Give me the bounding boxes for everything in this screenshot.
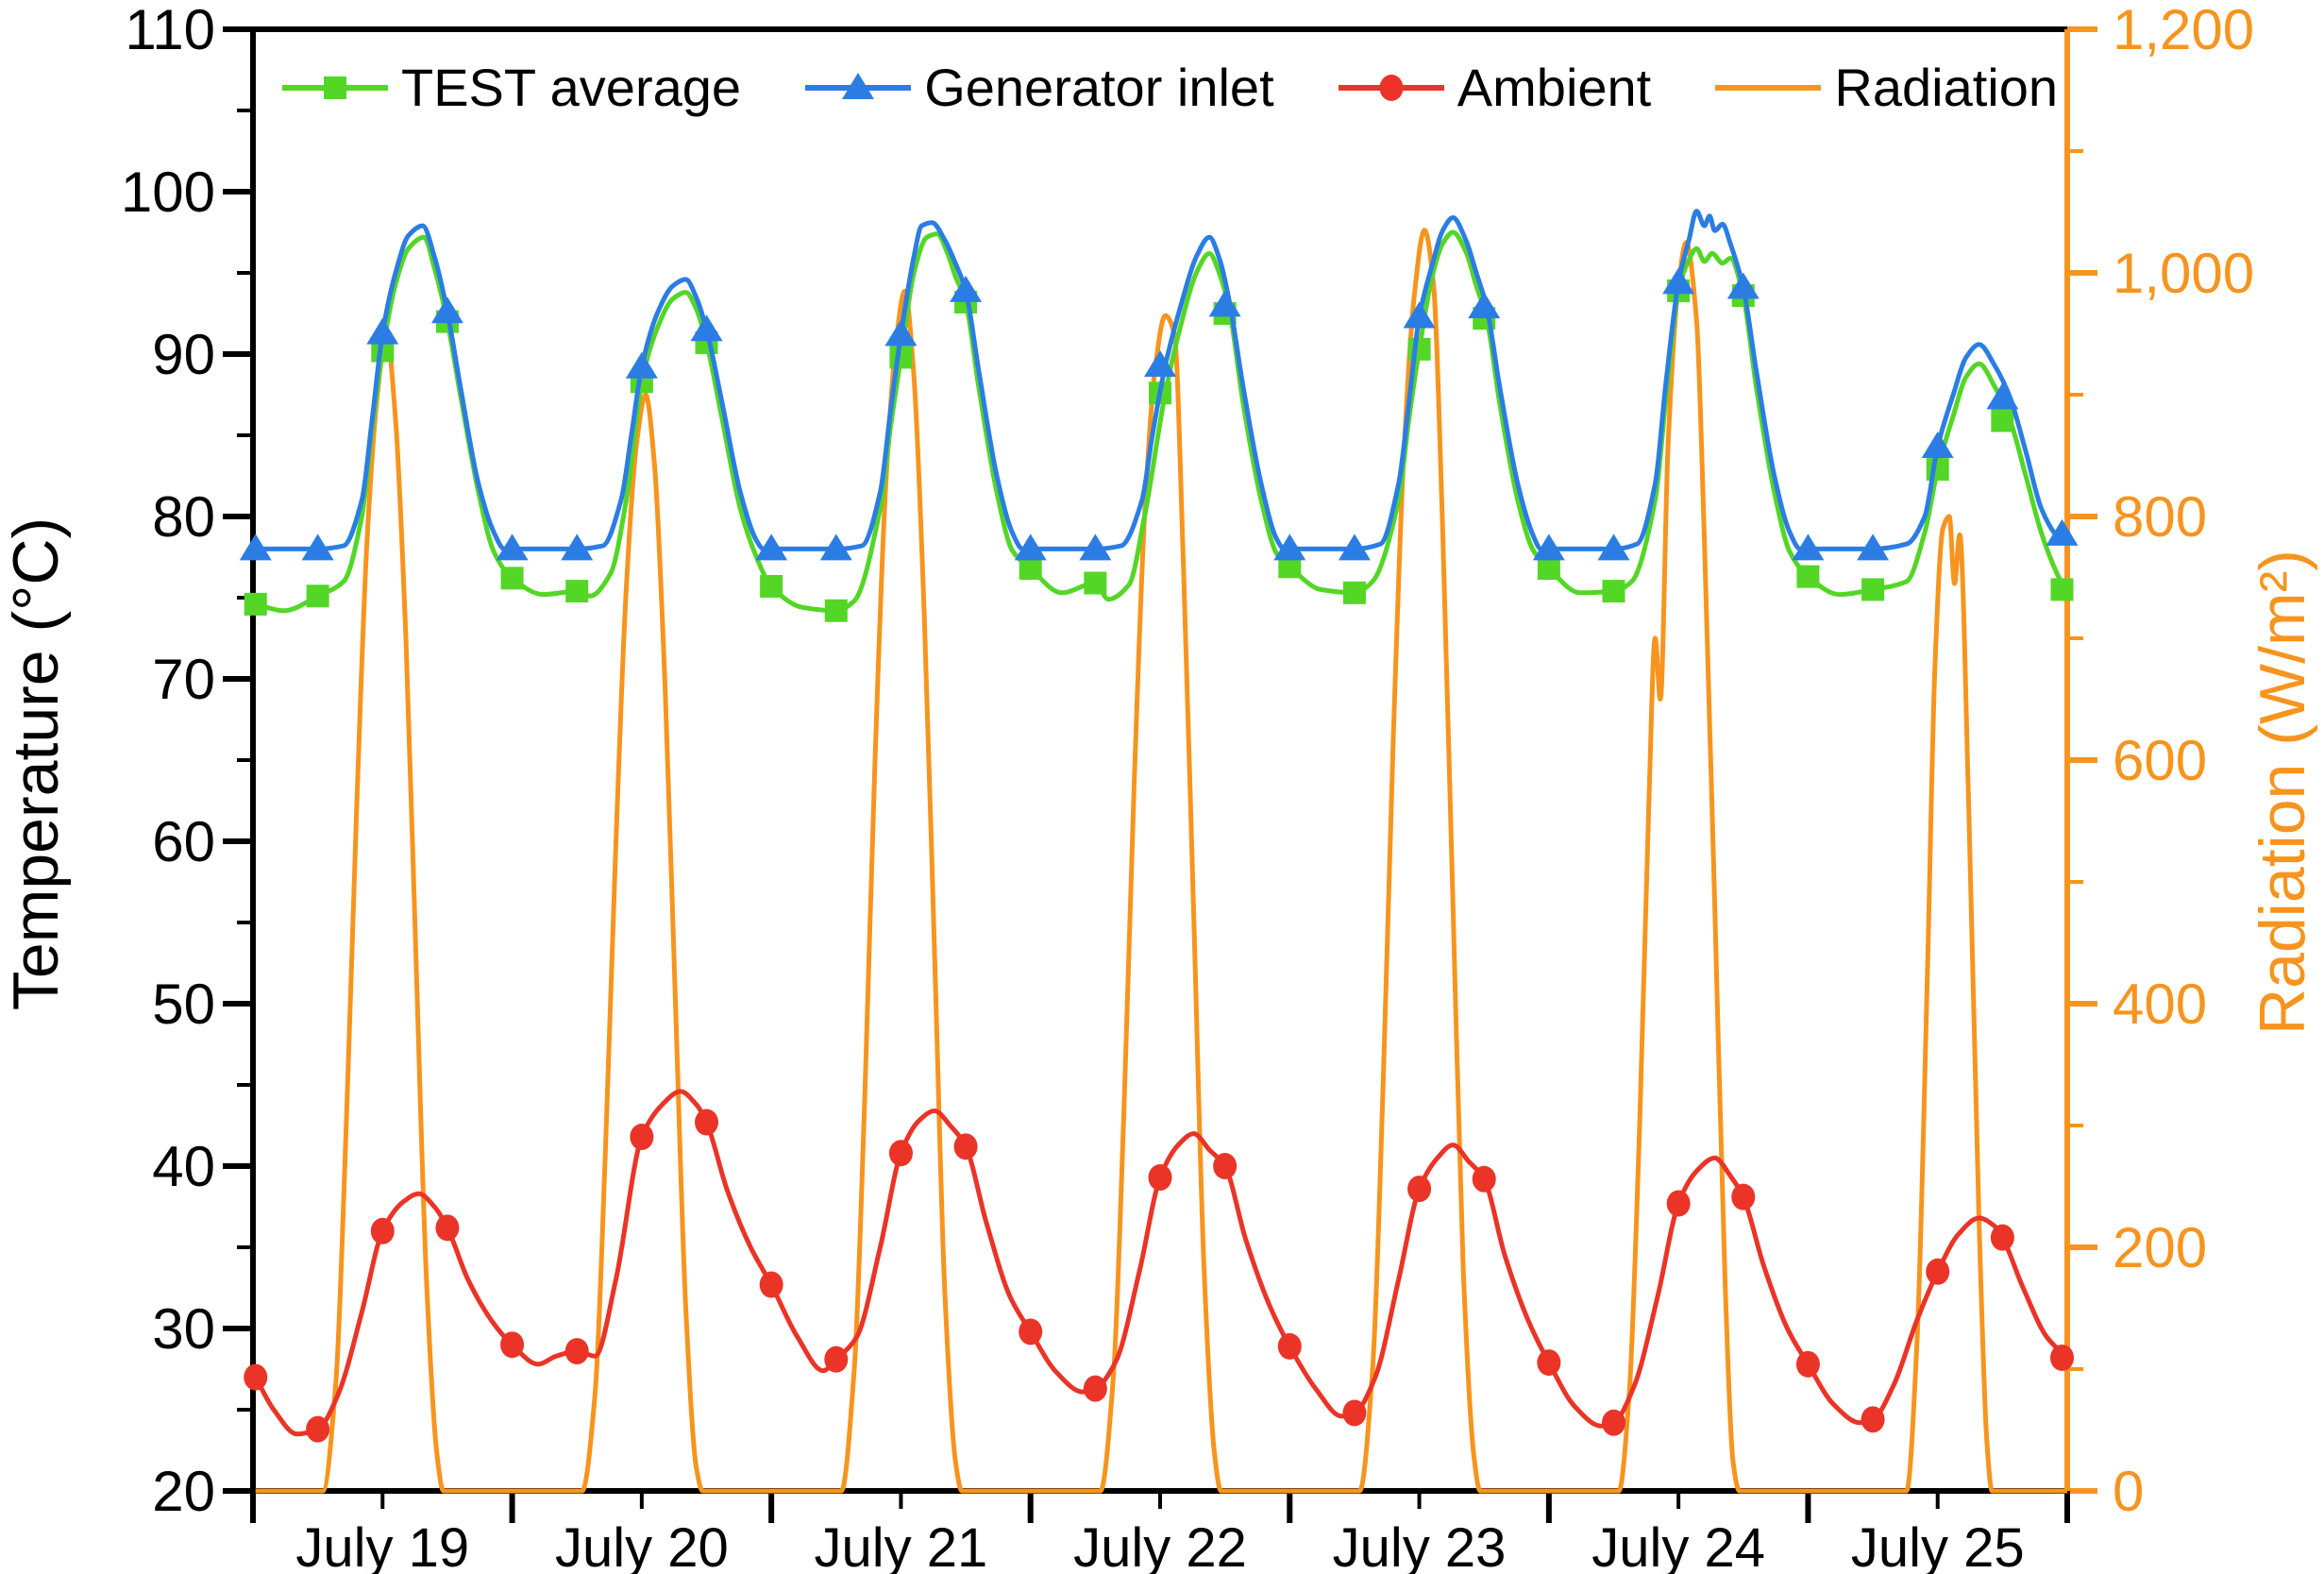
legend-item-test-average: TEST average	[278, 57, 741, 118]
legend-label: Generator inlet	[924, 58, 1274, 117]
line-marker-icon	[1715, 84, 1822, 91]
x-tick-label: July 22	[1073, 1517, 1247, 1574]
left-tick-label: 30	[152, 1297, 215, 1361]
left-tick-label: 80	[152, 485, 215, 549]
legend-item-ambient: Ambient	[1335, 57, 1651, 118]
right-tick-label: 400	[2113, 973, 2207, 1036]
left-tick-label: 70	[152, 648, 215, 711]
right-tick-label: 0	[2113, 1460, 2144, 1523]
right-tick-label: 1,200	[2113, 0, 2254, 61]
x-tick-label: July 20	[555, 1517, 729, 1574]
x-tick-label: July 23	[1333, 1517, 1507, 1574]
x-tick-label: July 25	[1851, 1517, 2025, 1574]
left-tick-label: 50	[152, 973, 215, 1036]
x-tick-label: July 19	[295, 1517, 469, 1574]
legend: TEST average Generator inlet Ambient Rad…	[278, 57, 2058, 118]
left-axis-title: Temperature (°C)	[0, 516, 72, 1011]
left-tick-label: 40	[152, 1135, 215, 1198]
legend-label: Ambient	[1457, 58, 1652, 117]
square-marker-icon	[282, 76, 388, 99]
left-tick-label: 100	[121, 161, 215, 224]
right-tick-label: 600	[2113, 729, 2207, 792]
right-tick-label: 1,000	[2113, 242, 2254, 305]
circle-marker-icon	[1338, 74, 1444, 101]
x-tick-label: July 24	[1591, 1517, 1765, 1574]
series-ambient	[244, 1089, 2075, 1443]
right-tick-label: 800	[2113, 485, 2207, 549]
x-tick-label: July 21	[815, 1517, 988, 1574]
left-tick-label: 60	[152, 810, 215, 873]
left-tick-label: 90	[152, 323, 215, 386]
series-test_average	[244, 229, 2074, 622]
legend-item-radiation: Radiation	[1711, 57, 2058, 118]
left-tick-label: 110	[125, 0, 215, 61]
legend-item-generator-inlet: Generator inlet	[801, 57, 1274, 118]
triangle-marker-icon	[805, 72, 912, 99]
legend-label: Radiation	[1834, 58, 2058, 117]
right-axis-title: Radiation (W/m²)	[2247, 550, 2318, 1035]
legend-label: TEST average	[401, 58, 742, 117]
series-generator_inlet	[239, 209, 2079, 561]
right-tick-label: 200	[2113, 1216, 2207, 1279]
left-tick-label: 20	[152, 1460, 215, 1523]
